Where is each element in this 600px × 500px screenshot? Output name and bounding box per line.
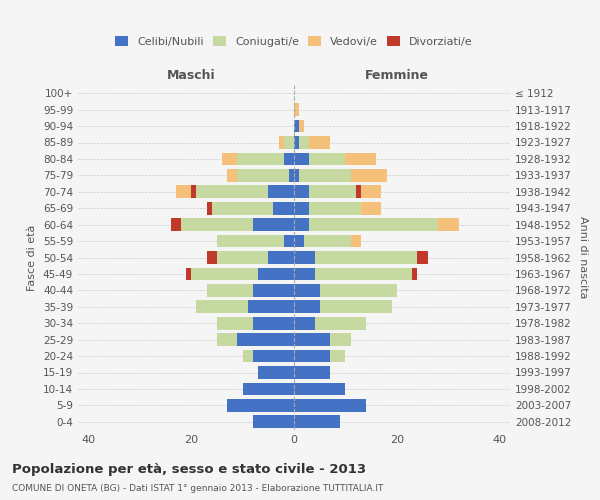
Bar xyxy=(350,169,386,182)
Bar xyxy=(330,350,346,362)
Bar xyxy=(238,169,289,182)
Bar xyxy=(217,333,238,346)
Bar xyxy=(320,300,392,313)
Bar xyxy=(206,251,217,264)
Legend: Celibi/Nubili, Coniugati/e, Vedovi/e, Divorziati/e: Celibi/Nubili, Coniugati/e, Vedovi/e, Di… xyxy=(111,32,477,52)
Bar xyxy=(227,399,294,412)
Bar xyxy=(356,186,361,198)
Bar xyxy=(294,120,299,132)
Bar xyxy=(217,317,253,330)
Bar xyxy=(217,251,268,264)
Bar xyxy=(253,416,294,428)
Bar xyxy=(299,120,304,132)
Bar xyxy=(294,136,299,149)
Bar xyxy=(346,152,376,166)
Bar xyxy=(274,202,294,214)
Bar xyxy=(253,317,294,330)
Bar xyxy=(320,284,397,297)
Bar xyxy=(294,382,346,396)
Y-axis label: Fasce di età: Fasce di età xyxy=(28,224,37,290)
Text: COMUNE DI ONETA (BG) - Dati ISTAT 1° gennaio 2013 - Elaborazione TUTTITALIA.IT: COMUNE DI ONETA (BG) - Dati ISTAT 1° gen… xyxy=(12,484,383,493)
Bar xyxy=(438,218,458,231)
Bar xyxy=(253,350,294,362)
Bar xyxy=(294,268,314,280)
Bar xyxy=(294,234,304,248)
Bar xyxy=(299,136,310,149)
Bar xyxy=(268,251,294,264)
Bar xyxy=(294,416,340,428)
Bar xyxy=(294,399,366,412)
Bar xyxy=(284,152,294,166)
Bar xyxy=(186,268,191,280)
Text: Femmine: Femmine xyxy=(365,68,429,82)
Bar xyxy=(268,186,294,198)
Bar xyxy=(310,136,330,149)
Bar xyxy=(258,366,294,379)
Bar xyxy=(217,234,284,248)
Bar xyxy=(227,169,238,182)
Bar xyxy=(294,169,299,182)
Bar xyxy=(314,268,412,280)
Bar xyxy=(253,284,294,297)
Bar xyxy=(418,251,428,264)
Bar xyxy=(350,234,361,248)
Bar xyxy=(238,333,294,346)
Text: Maschi: Maschi xyxy=(167,68,215,82)
Bar xyxy=(278,136,284,149)
Bar xyxy=(361,186,382,198)
Bar xyxy=(212,202,274,214)
Bar xyxy=(196,186,268,198)
Bar xyxy=(238,152,284,166)
Bar xyxy=(299,169,350,182)
Bar xyxy=(176,186,191,198)
Bar xyxy=(284,234,294,248)
Bar xyxy=(294,366,330,379)
Bar xyxy=(242,382,294,396)
Bar xyxy=(294,103,299,116)
Bar xyxy=(294,218,310,231)
Bar xyxy=(310,202,361,214)
Bar xyxy=(222,152,238,166)
Bar xyxy=(294,251,314,264)
Bar xyxy=(294,186,310,198)
Bar xyxy=(361,202,382,214)
Bar xyxy=(294,300,320,313)
Bar xyxy=(310,152,346,166)
Bar xyxy=(294,284,320,297)
Bar xyxy=(196,300,248,313)
Bar xyxy=(170,218,181,231)
Bar xyxy=(310,218,438,231)
Bar xyxy=(294,317,314,330)
Text: Popolazione per età, sesso e stato civile - 2013: Popolazione per età, sesso e stato civil… xyxy=(12,462,366,475)
Bar xyxy=(314,251,418,264)
Bar xyxy=(294,202,310,214)
Bar xyxy=(294,333,330,346)
Bar xyxy=(330,333,350,346)
Bar xyxy=(412,268,418,280)
Bar xyxy=(242,350,253,362)
Bar xyxy=(248,300,294,313)
Bar xyxy=(191,186,196,198)
Bar xyxy=(258,268,294,280)
Bar xyxy=(191,268,258,280)
Bar xyxy=(206,284,253,297)
Bar xyxy=(294,152,310,166)
Bar xyxy=(314,317,366,330)
Bar xyxy=(304,234,350,248)
Bar xyxy=(253,218,294,231)
Bar xyxy=(294,350,330,362)
Bar xyxy=(289,169,294,182)
Y-axis label: Anni di nascita: Anni di nascita xyxy=(578,216,588,298)
Bar xyxy=(310,186,356,198)
Bar xyxy=(284,136,294,149)
Bar xyxy=(181,218,253,231)
Bar xyxy=(206,202,212,214)
